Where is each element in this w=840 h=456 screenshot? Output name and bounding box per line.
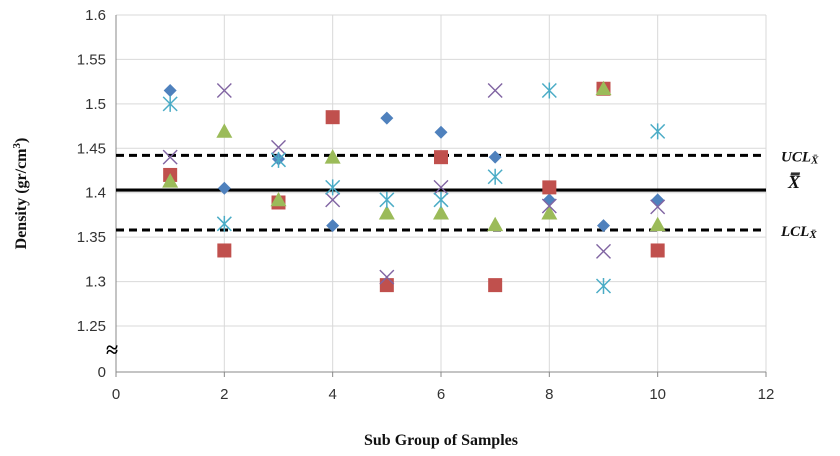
diamond-point (651, 193, 665, 207)
center-line-label: X̿ (787, 170, 801, 192)
asterisk-point (216, 215, 232, 232)
diamond-point (597, 219, 610, 233)
y-tick-label: 1.3 (85, 274, 106, 291)
x-point (596, 243, 611, 259)
triangle-point (541, 205, 558, 220)
asterisk-point (487, 168, 503, 185)
triangle-point (649, 216, 666, 232)
x-tick-label: 2 (220, 386, 228, 403)
triangle-point (378, 205, 395, 220)
ucl-line-label-subscript: X̄ (810, 154, 819, 166)
diamond-point (217, 181, 231, 195)
triangle-point (433, 205, 449, 220)
lcl-line-label: LCLX̄ (780, 224, 817, 241)
asterisk-point (433, 191, 449, 208)
x-axis-title: Sub Group of Samples (364, 432, 518, 449)
x-point (487, 83, 503, 99)
asterisk-point (541, 82, 557, 99)
x-point (271, 139, 286, 155)
y-axis-title-superscript: 3 (11, 142, 23, 148)
y-tick-label: 1.35 (77, 229, 106, 246)
y-axis-title-end: ) (13, 138, 30, 143)
labels: 1.6 1.55 1.5 1.45 1.4 1.35 1.3 1.25 00 2 4 6 8 10 12 ≈ S… (11, 7, 819, 449)
x-point (162, 149, 178, 165)
axis-break-symbol: ≈ (106, 337, 118, 362)
square-point (434, 150, 448, 165)
y-tick-label-zero: 0 (98, 364, 106, 381)
square-point (217, 243, 232, 258)
diamond-point (542, 193, 556, 207)
x-point (541, 198, 557, 214)
x-tick-label: 0 (112, 386, 120, 403)
x-tick-label: 10 (649, 386, 666, 403)
y-tick-label: 1.25 (77, 318, 106, 335)
center-line-label-text: X̿ (787, 170, 801, 192)
lcl-line-label-subscript: X̄ (808, 229, 817, 241)
square-point (488, 278, 503, 293)
diamond-point (434, 125, 448, 139)
asterisk-point (325, 179, 341, 196)
asterisk-point (270, 151, 287, 168)
diamond-point (326, 219, 340, 233)
triangle-point (216, 123, 233, 138)
triangle-point (324, 149, 341, 164)
asterisk-point (162, 95, 178, 112)
triangle-point (487, 216, 504, 232)
x-tick-label: 12 (758, 386, 775, 403)
square-point (650, 243, 665, 258)
lcl-line-label-text: LCL (780, 224, 809, 240)
square-point (542, 180, 557, 195)
diamond-point (380, 111, 394, 125)
triangle-point (162, 173, 179, 188)
axes (115, 15, 767, 377)
x-point (216, 83, 232, 99)
x-point (650, 199, 666, 215)
y-axis-title-main: Density (gr/cm (13, 148, 30, 250)
triangle-point (270, 191, 287, 207)
asterisk-point (595, 278, 612, 295)
x-point (325, 192, 341, 208)
diamond-point (488, 150, 502, 164)
ucl-line-label: UCLX̄ (781, 149, 819, 166)
triangle-point (595, 80, 612, 96)
x-tick-label: 6 (437, 386, 445, 403)
y-tick-label: 1.55 (77, 51, 106, 68)
y-tick-label: 1.5 (85, 96, 106, 113)
data-points (162, 80, 666, 295)
x-tick-label: 8 (545, 386, 553, 403)
y-tick-label: 1.4 (85, 185, 106, 202)
x-tick-label: 4 (328, 386, 336, 403)
square-point (325, 110, 340, 125)
y-tick-label: 1.6 (85, 7, 106, 24)
asterisk-point (650, 123, 666, 140)
y-axis-title: Density (gr/cm3) (11, 138, 30, 250)
asterisk-point (379, 191, 395, 208)
ucl-line-label-text: UCL (781, 149, 811, 165)
x-point (379, 269, 395, 285)
y-tick-label: 1.45 (77, 140, 106, 157)
diamond-point (163, 84, 177, 98)
x-point (433, 179, 449, 195)
square-point (379, 278, 394, 293)
